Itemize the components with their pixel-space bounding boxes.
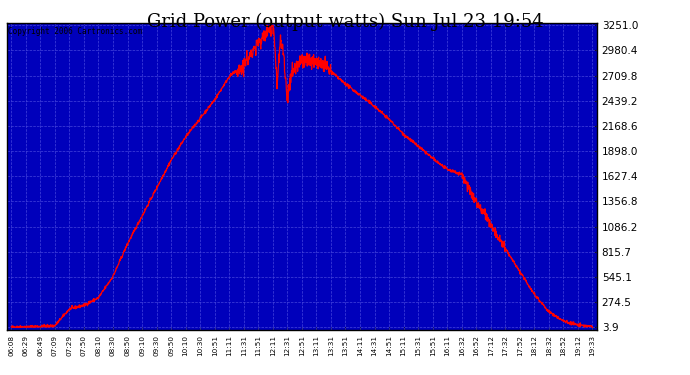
Text: Copyright 2006 Cartronics.com: Copyright 2006 Cartronics.com [8, 27, 142, 36]
Text: Grid Power (output watts) Sun Jul 23 19:54: Grid Power (output watts) Sun Jul 23 19:… [147, 13, 543, 32]
